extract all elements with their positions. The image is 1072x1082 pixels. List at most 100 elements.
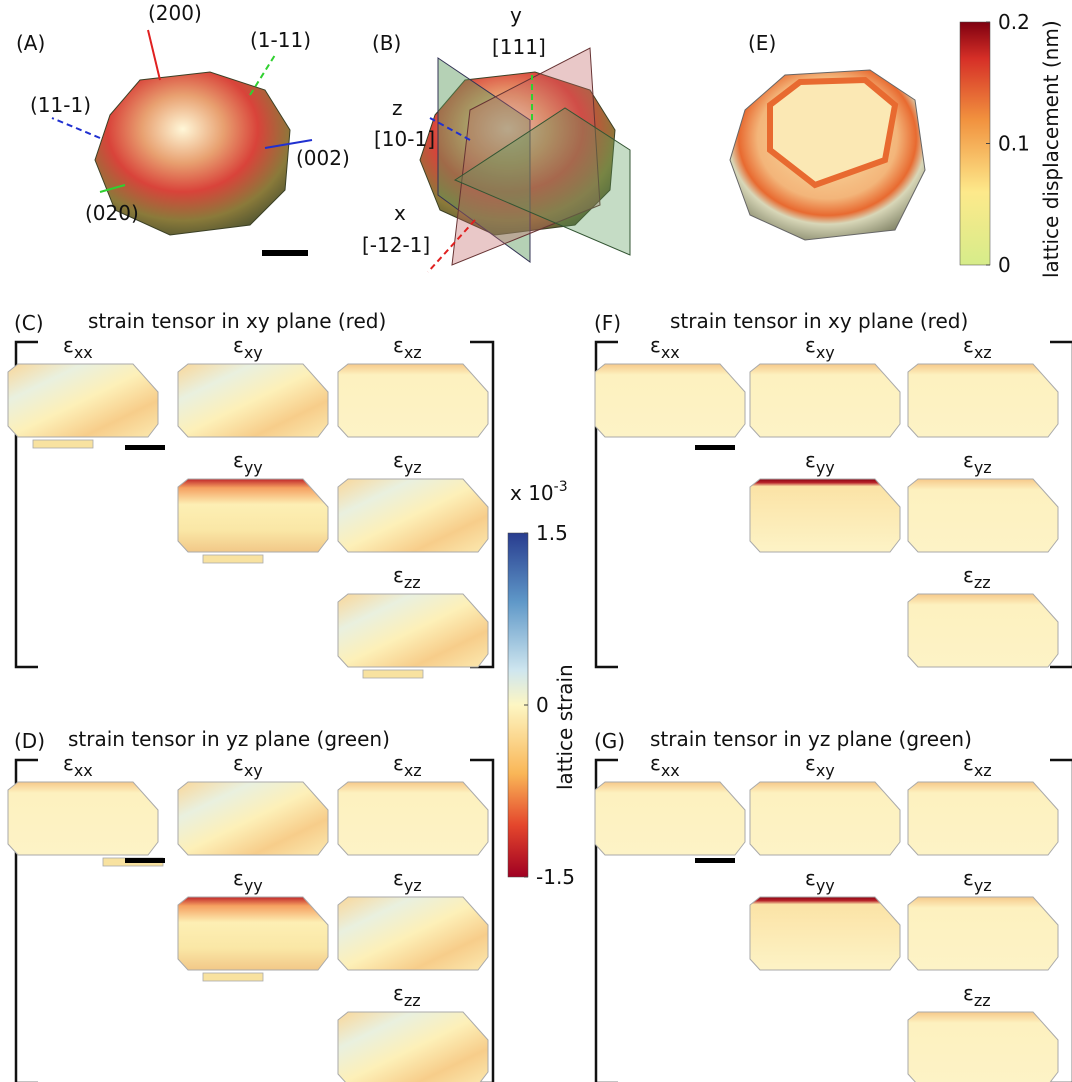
subscript: xz [974,761,992,780]
subscript: xx [661,761,680,780]
axis-direction: [10-1] [374,127,435,151]
subscript: zz [974,991,991,1010]
symbol: ε [963,751,974,775]
symbol: ε [393,448,404,472]
strain-map [908,364,1058,437]
strain-component: εyz [963,866,992,895]
symbol: ε [233,866,244,890]
tick-label: 0 [536,693,549,717]
strain-component: εyy [805,448,835,477]
panel-label: (C) [14,311,44,335]
subscript: xz [974,343,992,362]
axis-name: x [394,201,406,225]
strain-map [8,364,158,437]
strain-component: εzz [393,563,421,592]
exponent: -3 [554,479,568,495]
symbol: ε [393,563,404,587]
subscript: xy [244,761,263,780]
panel-title: strain tensor in yz plane (green) [68,727,390,751]
strain-component: εxz [963,333,992,362]
subscript: yy [816,876,835,895]
strain-component: εxz [963,751,992,780]
strain-component: εyz [393,448,422,477]
scale-bar [125,858,165,863]
strain-map [750,782,900,855]
strain-component: εxy [805,751,835,780]
strain-component: εyz [963,448,992,477]
strain-component: εzz [963,563,991,592]
strain-component: εyy [233,448,263,477]
strain-component: εzz [393,981,421,1010]
strain-map-fragment [363,670,423,678]
strain-map-fragment [33,440,93,448]
symbol: ε [650,751,661,775]
symbol: ε [805,448,816,472]
subscript: yy [244,876,263,895]
axis-label: (200) [148,1,202,25]
subscript: xx [74,343,93,362]
strain-component: εyy [805,866,835,895]
symbol: ε [393,866,404,890]
strain-component: εzz [963,981,991,1010]
strain-map [908,782,1058,855]
strain-map [178,782,328,855]
strain-map [338,594,488,667]
axis-name: y [510,3,522,27]
axis-direction: [-12-1] [362,233,430,257]
strain-component: εyz [393,866,422,895]
strain-component: εxz [393,751,422,780]
axis-name: z [392,96,403,120]
particle-e [730,70,925,240]
subscript: xz [404,343,422,362]
strain-component: εyy [233,866,263,895]
strain-component: εxx [650,333,680,362]
subscript: xy [816,761,835,780]
strain-map [178,897,328,970]
symbol: ε [963,448,974,472]
strain-map [178,364,328,437]
symbol: ε [963,333,974,357]
tick-label: 0.1 [998,132,1030,156]
panel-label: (A) [16,31,45,55]
symbol: ε [963,563,974,587]
tick-label: 1.5 [536,521,568,545]
axis-direction: [111] [492,35,546,59]
subscript: xy [816,343,835,362]
strain-map [750,364,900,437]
strain-map-fragment [203,555,263,563]
subscript: zz [404,991,421,1010]
symbol: ε [233,751,244,775]
symbol: ε [233,448,244,472]
strain-component: εxx [63,333,93,362]
strain-map [595,782,745,855]
subscript: zz [974,573,991,592]
colorbar-title: lattice strain [553,664,577,790]
subscript: yz [974,876,992,895]
subscript: xx [74,761,93,780]
subscript: yz [404,876,422,895]
panel-label: (F) [594,311,621,335]
symbol: ε [63,751,74,775]
subscript: xy [244,343,263,362]
subscript: zz [404,573,421,592]
strain-component: εxy [805,333,835,362]
strain-map [595,364,745,437]
strain-map [908,479,1058,552]
strain-map [338,897,488,970]
strain-map [908,594,1058,667]
panel-title: strain tensor in yz plane (green) [650,727,972,751]
symbol: ε [393,751,404,775]
strain-map [338,479,488,552]
symbol: ε [805,333,816,357]
colorbar-multiplier: x 10-3 [510,479,568,505]
strain-component: εxy [233,333,263,362]
symbol: ε [650,333,661,357]
panel-title: strain tensor in xy plane (red) [88,309,386,333]
strain-component: εxx [63,751,93,780]
strain-map [338,364,488,437]
symbol: ε [963,866,974,890]
strain-map [8,782,158,855]
tick-label: 0.2 [998,10,1030,34]
scale-bar [695,445,735,450]
axis-label: (1-11) [250,28,311,52]
